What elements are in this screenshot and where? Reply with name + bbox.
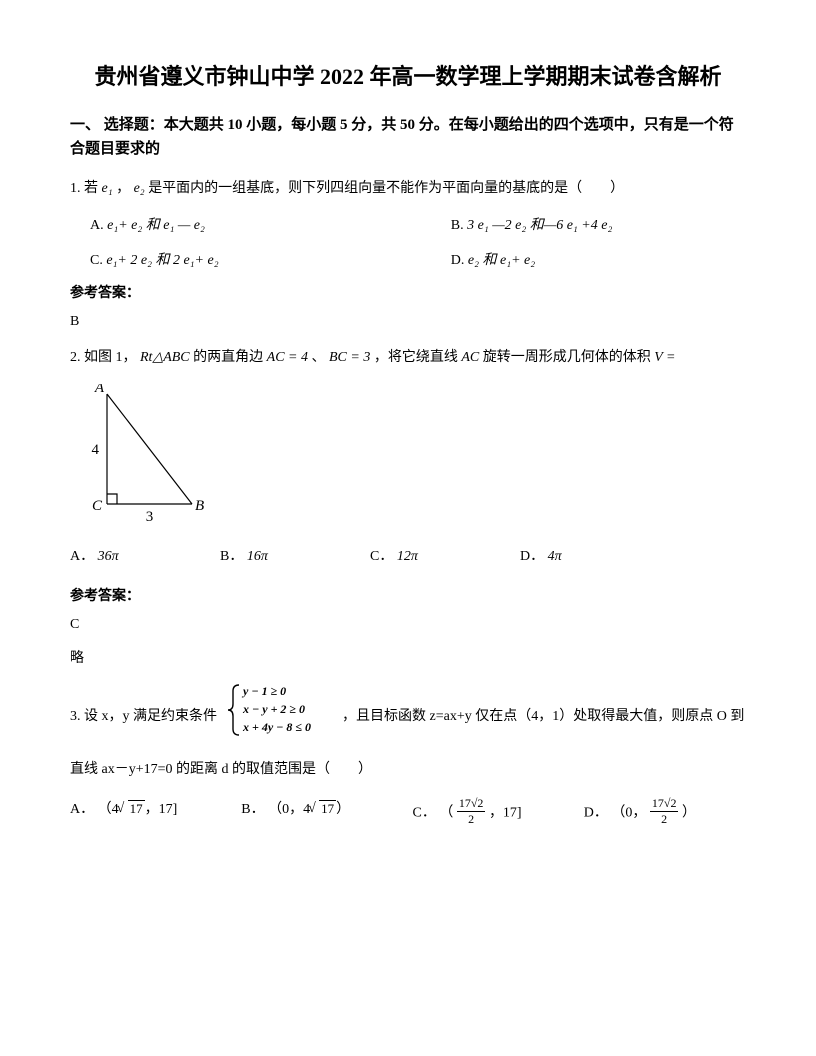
q3-optA-sqrt: 17: [128, 800, 145, 816]
sqrt-icon: 17: [119, 801, 145, 818]
q2-stem-suffix: 旋转一周形成几何体的体积: [483, 350, 655, 365]
exam-title: 贵州省遵义市钟山中学 2022 年高一数学理上学期期末试卷含解析: [70, 60, 746, 93]
q1-stem-suffix: 是平面内的一组基底，则下列四组向量不能作为平面向量的基底的是（ ）: [148, 181, 624, 196]
q3-optB-sqrt: 17: [319, 800, 336, 816]
q2-option-c: C． 12π: [370, 545, 520, 565]
q3-optD-num: 17√2: [650, 796, 679, 812]
q1-stem-mid: ，: [116, 181, 134, 196]
q3-optC-label: C．: [413, 806, 436, 821]
q3-optB-t1: （0，4: [268, 802, 310, 817]
q2-option-b: B． 16π: [220, 545, 370, 565]
q2-optA-val: 36π: [98, 549, 119, 564]
q3-optA-t1: （4: [98, 802, 119, 817]
fraction-icon: 17√22: [457, 796, 486, 827]
q2-ac: AC = 4: [267, 350, 308, 365]
q1-option-d: D. e₂ 和 e₁+ e₂: [451, 248, 746, 275]
q2-option-d: D． 4π: [520, 545, 670, 565]
q2-vol: V =: [654, 350, 675, 365]
q1-optB-label: B.: [451, 218, 467, 233]
question-3: 3. 设 x，y 满足约束条件 y − 1 ≥ 0 x − y + 2 ≥ 0 x …: [70, 681, 746, 786]
q1-option-a: A. e₁+ e₂ 和 e₁ — e₂: [90, 213, 451, 240]
q3-optC-t1: （: [439, 806, 453, 821]
q2-sep: 、: [312, 350, 330, 365]
q3-optD-label: D．: [584, 806, 608, 821]
svg-text:B: B: [195, 498, 204, 514]
q1-vec2: e₂: [134, 181, 145, 196]
q1-optC-text: e₁+ 2 e₂ 和 2 e₁+ e₂: [106, 253, 218, 268]
svg-text:4: 4: [92, 442, 100, 458]
q2-bc: BC = 3: [329, 350, 370, 365]
q2-optA-label: A．: [70, 549, 94, 564]
constraints-svg: y − 1 ≥ 0 x − y + 2 ≥ 0 x + 4y − 8 ≤ 0: [225, 681, 335, 739]
section-1-header: 一、 选择题：本大题共 10 小题，每小题 5 分，共 50 分。在每小题给出的…: [70, 113, 746, 161]
q2-options: A． 36π B． 16π C． 12π D． 4π: [70, 545, 746, 565]
q3-optA-t2: ，17]: [145, 802, 178, 817]
q1-optA-label: A.: [90, 218, 107, 233]
svg-text:y − 1 ≥ 0: y − 1 ≥ 0: [241, 684, 286, 698]
q3-optB-label: B．: [241, 802, 264, 817]
q2-answer: C: [70, 617, 746, 633]
q2-triangle-figure: A C B 4 3: [80, 384, 746, 529]
question-1: 1. 若 e₁ ， e₂ 是平面内的一组基底，则下列四组向量不能作为平面向量的基…: [70, 175, 746, 203]
q1-optA-text: e₁+ e₂ 和 e₁ — e₂: [107, 218, 205, 233]
triangle-svg: A C B 4 3: [80, 384, 210, 524]
q3-optC-num: 17√2: [457, 796, 486, 812]
svg-text:C: C: [92, 498, 103, 514]
q1-stem-prefix: 1. 若: [70, 181, 102, 196]
q2-optD-val: 4π: [548, 549, 562, 564]
q2-rt-label: Rt△ABC: [140, 350, 190, 365]
q2-optC-val: 12π: [397, 549, 418, 564]
sqrt-icon: 17: [310, 801, 336, 818]
q1-optB-text: 3 e₁ —2 e₂ 和—6 e₁ +4 e₂: [467, 218, 612, 233]
q2-option-a: A． 36π: [70, 545, 220, 565]
q2-answer-label: 参考答案：: [70, 585, 746, 605]
q2-brief: 略: [70, 647, 746, 667]
q2-optB-val: 16π: [247, 549, 268, 564]
q1-options-row1: A. e₁+ e₂ 和 e₁ — e₂ B. 3 e₁ —2 e₂ 和—6 e₁…: [70, 213, 746, 240]
q2-stem-mid2: ，将它绕直线: [374, 350, 462, 365]
q3-stem-prefix: 3. 设 x，y 满足约束条件: [70, 709, 221, 724]
q1-option-c: C. e₁+ 2 e₂ 和 2 e₁+ e₂: [90, 248, 451, 275]
q1-optC-label: C.: [90, 253, 106, 268]
q3-option-b: B． （0，4 17）: [241, 798, 403, 829]
q3-option-c: C． （ 17√22 ，17]: [413, 798, 575, 829]
q3-optB-t2: ）: [336, 802, 350, 817]
question-2: 2. 如图 1， Rt△ABC 的两直角边 AC = 4 、 BC = 3 ，将…: [70, 344, 746, 372]
fraction-icon: 17√22: [650, 796, 679, 827]
q3-optD-t2: ）: [682, 806, 696, 821]
q1-optD-text: e₂ 和 e₁+ e₂: [468, 253, 535, 268]
q3-optC-t2: ，17]: [489, 806, 522, 821]
q3-option-d: D． （0， 17√22 ）: [584, 798, 746, 829]
q1-answer-label: 参考答案：: [70, 282, 746, 302]
q2-optC-label: C．: [370, 549, 393, 564]
svg-text:A: A: [94, 384, 105, 396]
svg-text:3: 3: [146, 509, 154, 524]
q1-answer: B: [70, 314, 746, 330]
q2-stem-prefix: 2. 如图 1，: [70, 350, 137, 365]
q1-vec1: e₁: [102, 181, 113, 196]
q2-optD-label: D．: [520, 549, 544, 564]
q3-optC-den: 2: [457, 812, 486, 827]
q3-optD-den: 2: [650, 812, 679, 827]
q3-optA-label: A．: [70, 802, 94, 817]
q3-optD-t1: （0，: [611, 806, 646, 821]
q2-axis: AC: [461, 350, 479, 365]
svg-text:x + 4y − 8 ≤ 0: x + 4y − 8 ≤ 0: [242, 720, 311, 734]
q3-options: A． （417，17] B． （0，417） C． （ 17√22 ，17] D…: [70, 798, 746, 829]
q2-optB-label: B．: [220, 549, 243, 564]
q2-stem-mid1: 的两直角边: [193, 350, 267, 365]
q3-constraints: y − 1 ≥ 0 x − y + 2 ≥ 0 x + 4y − 8 ≤ 0: [225, 681, 335, 753]
q1-options-row2: C. e₁+ 2 e₂ 和 2 e₁+ e₂ D. e₂ 和 e₁+ e₂: [70, 248, 746, 275]
svg-text:x − y + 2 ≥ 0: x − y + 2 ≥ 0: [242, 702, 305, 716]
q1-optD-label: D.: [451, 253, 468, 268]
q3-option-a: A． （4 17，17]: [70, 798, 232, 829]
q1-option-b: B. 3 e₁ —2 e₂ 和—6 e₁ +4 e₂: [451, 213, 746, 240]
